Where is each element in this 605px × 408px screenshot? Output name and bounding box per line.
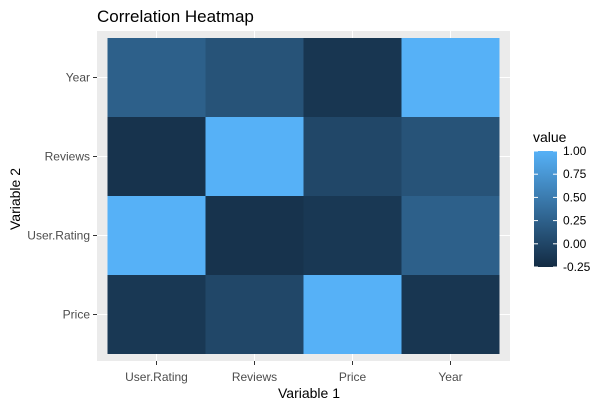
heatmap-cell [303, 275, 402, 354]
heatmap-cell [107, 275, 206, 354]
heatmap-cell [107, 196, 206, 275]
y-tick-label: User.Rating [27, 229, 90, 243]
heatmap-cell [205, 117, 304, 196]
legend-tick-label: 0.50 [563, 190, 587, 204]
heatmap-cell [205, 275, 304, 354]
legend-tick-label: 0.75 [563, 167, 587, 181]
heatmap-cell [401, 38, 500, 117]
legend-tick-label: -0.25 [563, 260, 591, 274]
heatmap-cell [205, 196, 304, 275]
x-tick-label: User.Rating [125, 370, 188, 384]
heatmap-cell [401, 196, 500, 275]
heatmap-cell [107, 38, 206, 117]
x-tick-label: Reviews [232, 370, 277, 384]
y-tick-label: Reviews [45, 150, 90, 164]
heatmap-cell [401, 117, 500, 196]
heatmap-cell [205, 38, 304, 117]
y-tick-label: Year [66, 71, 90, 85]
legend-tick-label: 0.25 [563, 214, 587, 228]
legend-colorbar [534, 151, 557, 267]
x-tick-label: Year [438, 370, 462, 384]
heatmap-cell [303, 38, 402, 117]
legend-tick-label: 0.00 [563, 237, 587, 251]
chart-title: Correlation Heatmap [97, 7, 254, 26]
y-tick-label: Price [63, 308, 91, 322]
x-axis-title: Variable 1 [278, 385, 340, 401]
heatmap-cell [107, 117, 206, 196]
y-axis-title: Variable 2 [7, 168, 23, 230]
x-tick-label: Price [339, 370, 367, 384]
y-axis: Price User.Rating Reviews Year [27, 71, 97, 322]
heatmap-cells [107, 38, 500, 354]
legend: value 1.00 0.75 0.50 0.25 0.00 -0.25 [533, 129, 591, 274]
heatmap-cell [303, 117, 402, 196]
legend-title: value [533, 129, 567, 145]
heatmap-cell [401, 275, 500, 354]
legend-tick-label: 1.00 [563, 144, 587, 158]
heatmap-cell [303, 196, 402, 275]
x-axis: User.Rating Reviews Price Year [125, 361, 463, 384]
